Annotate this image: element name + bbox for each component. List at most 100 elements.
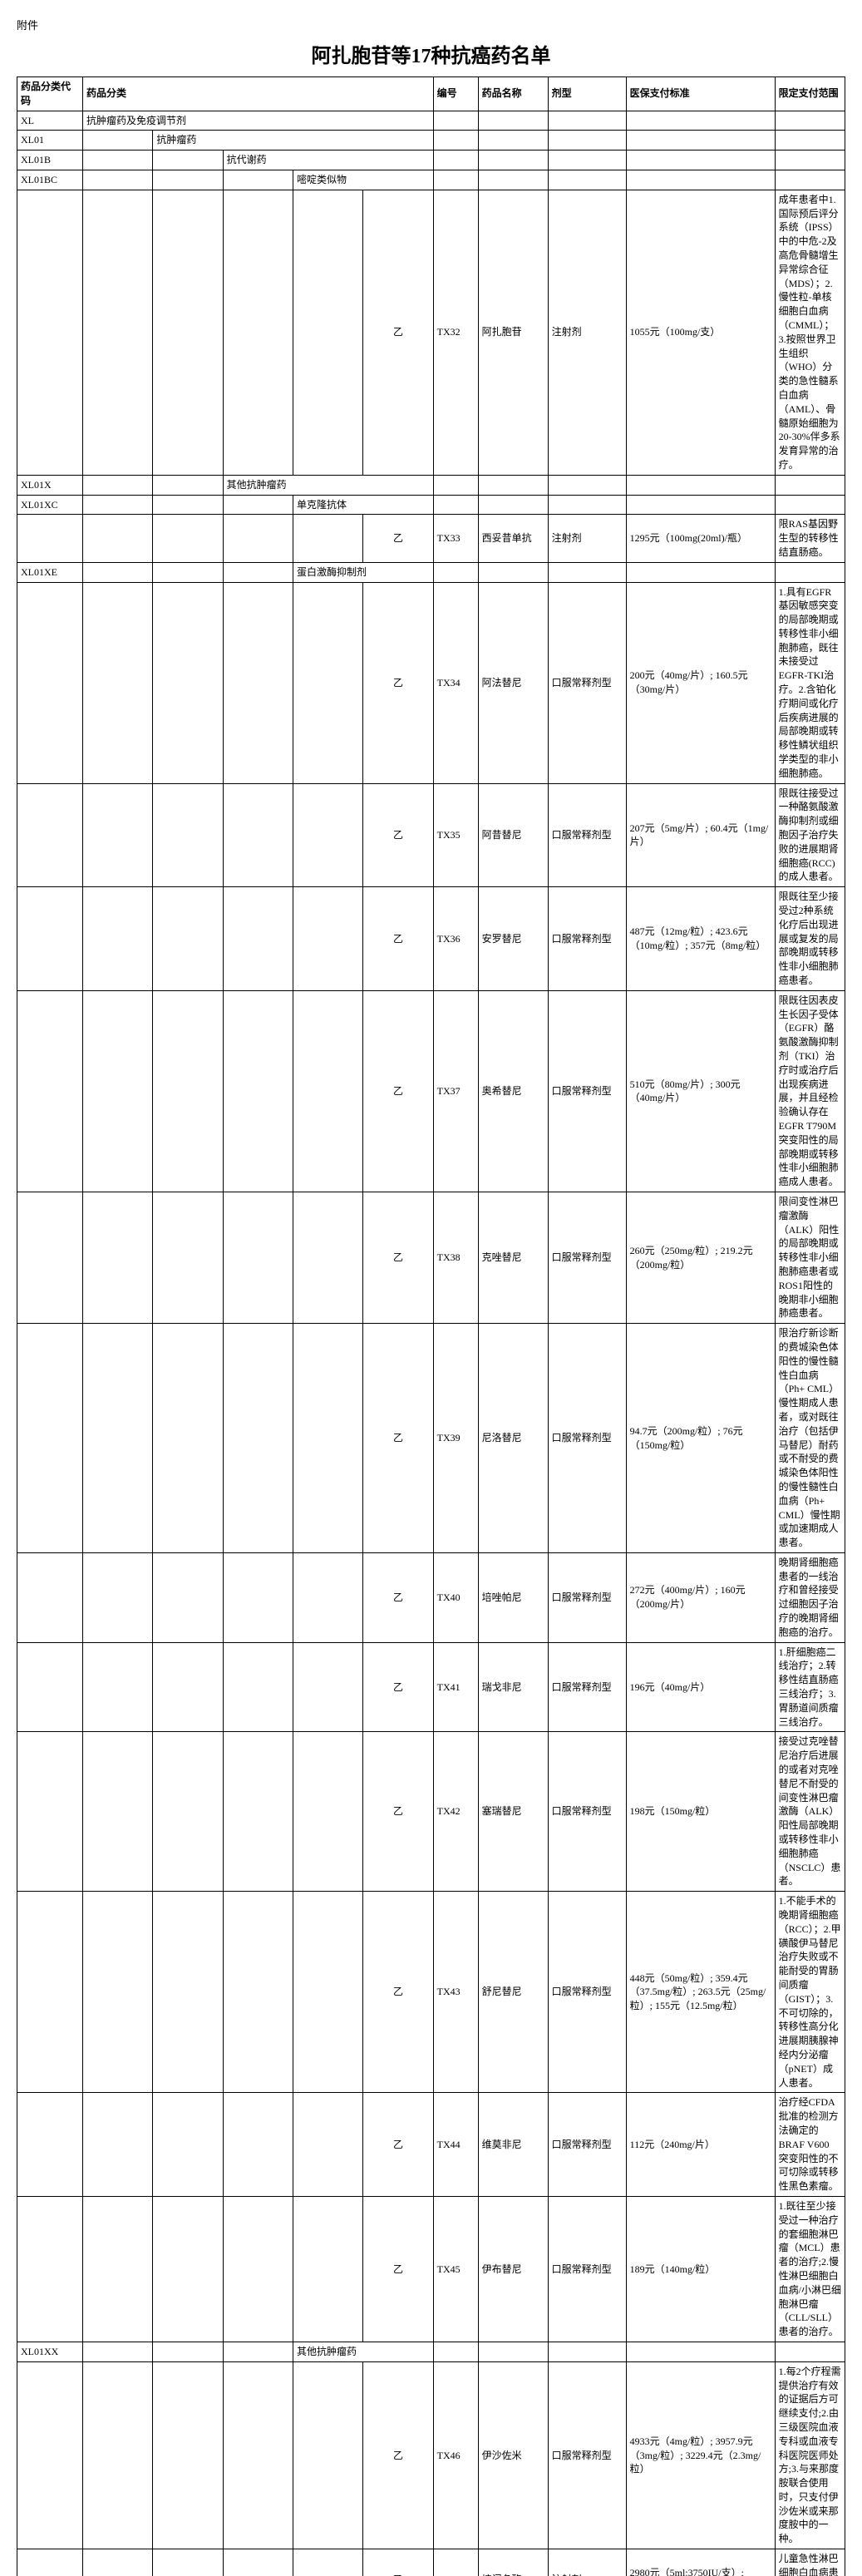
code-cell [17, 2549, 83, 2576]
drug-table: 药品分类代码 药品分类 编号 药品名称 剂型 医保支付标准 限定支付范围 XL抗… [17, 76, 845, 2576]
empty-cell [775, 495, 845, 515]
category-cell: 单克隆抗体 [293, 495, 433, 515]
indent-cell [223, 1324, 293, 1553]
code-cell [17, 1192, 83, 1323]
form-cell: 口服常释剂型 [548, 783, 626, 887]
indent-cell [83, 1324, 153, 1553]
num-cell: TX41 [433, 1642, 478, 1732]
grade-cell: 乙 [363, 2196, 433, 2342]
indent-cell [223, 515, 293, 562]
std-cell: 189元（140mg/粒） [626, 2196, 775, 2342]
grade-cell: 乙 [363, 2361, 433, 2549]
grade-cell: 乙 [363, 1642, 433, 1732]
indent-cell [223, 2361, 293, 2549]
indent-cell [293, 2093, 362, 2197]
code-cell: XL01 [17, 131, 83, 151]
indent-cell [223, 1732, 293, 1892]
table-row: XL01 抗肿瘤药 [17, 131, 845, 151]
std-cell: 200元（40mg/片）; 160.5元（30mg/片） [626, 582, 775, 783]
table-row: 乙TX42塞瑞替尼口服常释剂型198元（150mg/粒）接受过克唑替尼治疗后进展… [17, 1732, 845, 1892]
empty-cell [548, 151, 626, 170]
scope-cell: 治疗经CFDA批准的检测方法确定的BRAF V600 突变阳性的不可切除或转移性… [775, 2093, 845, 2197]
empty-cell [548, 495, 626, 515]
grade-cell: 乙 [363, 190, 433, 475]
indent-cell [293, 1324, 362, 1553]
indent-cell [223, 170, 293, 190]
indent-cell [223, 1642, 293, 1732]
grade-cell: 乙 [363, 990, 433, 1192]
grade-cell: 乙 [363, 1552, 433, 1642]
indent-cell [223, 190, 293, 475]
indent-cell [293, 990, 362, 1192]
grade-cell: 乙 [363, 1732, 433, 1892]
form-cell: 口服常释剂型 [548, 1552, 626, 1642]
indent-cell [223, 1892, 293, 2093]
grade-cell: 乙 [363, 515, 433, 562]
indent-cell [223, 1192, 293, 1323]
code-cell [17, 1552, 83, 1642]
indent-cell [293, 582, 362, 783]
empty-cell [478, 111, 548, 131]
num-cell: TX33 [433, 515, 478, 562]
category-cell: 嘧啶类似物 [293, 170, 433, 190]
num-cell: TX40 [433, 1552, 478, 1642]
num-cell: TX36 [433, 887, 478, 991]
empty-cell [478, 562, 548, 582]
grade-cell: 乙 [363, 2549, 433, 2576]
form-cell: 口服常释剂型 [548, 1324, 626, 1553]
empty-cell [433, 151, 478, 170]
num-cell: TX32 [433, 190, 478, 475]
table-row: 乙TX47培门冬酶注射剂2980元（5ml:3750IU/支）; 1477.7元… [17, 2549, 845, 2576]
indent-cell [293, 1192, 362, 1323]
num-cell: TX44 [433, 2093, 478, 2197]
empty-cell [626, 111, 775, 131]
grade-cell: 乙 [363, 1892, 433, 2093]
num-cell: TX34 [433, 582, 478, 783]
indent-cell [83, 515, 153, 562]
num-cell: TX38 [433, 1192, 478, 1323]
form-cell: 口服常释剂型 [548, 2361, 626, 2549]
form-cell: 口服常释剂型 [548, 887, 626, 991]
name-cell: 阿扎胞苷 [478, 190, 548, 475]
empty-cell [775, 2342, 845, 2361]
form-cell: 口服常释剂型 [548, 1892, 626, 2093]
indent-cell [153, 887, 223, 991]
code-cell [17, 887, 83, 991]
indent-cell [83, 783, 153, 887]
scope-cell: 1.具有EGFR基因敏感突变的局部晚期或转移性非小细胞肺癌，既往未接受过EGFR… [775, 582, 845, 783]
indent-cell [293, 887, 362, 991]
indent-cell [223, 2342, 293, 2361]
empty-cell [433, 495, 478, 515]
scope-cell: 1.每2个疗程需提供治疗有效的证据后方可继续支付;2.由三级医院血液专科或血液专… [775, 2361, 845, 2549]
indent-cell [293, 1732, 362, 1892]
empty-cell [626, 495, 775, 515]
code-cell: XL01X [17, 475, 83, 495]
indent-cell [223, 495, 293, 515]
header-std: 医保支付标准 [626, 77, 775, 111]
empty-cell [548, 2342, 626, 2361]
grade-cell: 乙 [363, 1324, 433, 1553]
code-cell [17, 515, 83, 562]
code-cell: XL01XC [17, 495, 83, 515]
empty-cell [775, 111, 845, 131]
empty-cell [478, 170, 548, 190]
category-cell: 抗肿瘤药 [153, 131, 433, 151]
table-row: 乙TX44维莫非尼口服常释剂型112元（240mg/片）治疗经CFDA批准的检测… [17, 2093, 845, 2197]
empty-cell [626, 131, 775, 151]
indent-cell [83, 1192, 153, 1323]
indent-cell [153, 1732, 223, 1892]
name-cell: 伊沙佐米 [478, 2361, 548, 2549]
indent-cell [83, 475, 153, 495]
table-row: 乙TX46伊沙佐米口服常释剂型4933元（4mg/粒）; 3957.9元（3mg… [17, 2361, 845, 2549]
num-cell: TX42 [433, 1732, 478, 1892]
scope-cell: 1.肝细胞癌二线治疗；2.转移性结直肠癌三线治疗；3.胃肠道间质瘤三线治疗。 [775, 1642, 845, 1732]
name-cell: 伊布替尼 [478, 2196, 548, 2342]
name-cell: 瑞戈非尼 [478, 1642, 548, 1732]
indent-cell [153, 562, 223, 582]
indent-cell [153, 1192, 223, 1323]
std-cell: 1295元（100mg(20ml)/瓶） [626, 515, 775, 562]
num-cell: TX46 [433, 2361, 478, 2549]
empty-cell [478, 495, 548, 515]
grade-cell: 乙 [363, 783, 433, 887]
table-row: XL01BC嘧啶类似物 [17, 170, 845, 190]
